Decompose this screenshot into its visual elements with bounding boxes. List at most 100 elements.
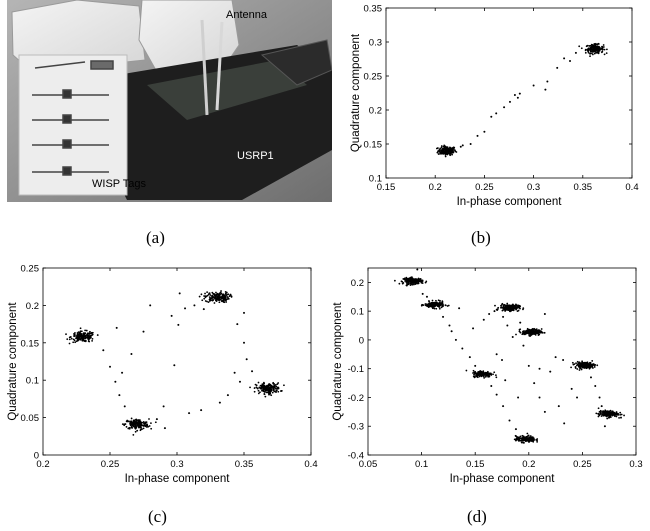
cluster-point xyxy=(75,337,78,339)
cluster-point xyxy=(212,298,214,301)
cluster-point xyxy=(517,438,520,441)
cluster-point xyxy=(494,374,497,377)
cluster-point xyxy=(262,390,265,393)
cluster-point xyxy=(412,282,415,285)
cluster-point xyxy=(440,146,443,149)
cluster-point xyxy=(204,295,207,298)
data-cluster xyxy=(249,381,285,398)
data-cluster xyxy=(465,369,498,379)
cluster-point xyxy=(584,48,587,51)
panel-c: 0.2 0.25 0.3 0.35 0.4 0 0.05 0.1 0.15 0.2 0.25 In-p… xyxy=(0,262,325,494)
cluster-point xyxy=(255,384,258,387)
plot-frame xyxy=(42,267,312,456)
wisp-card xyxy=(18,54,128,196)
data-point xyxy=(522,344,525,347)
cluster-point xyxy=(272,389,275,392)
cluster-point xyxy=(511,303,514,306)
x-axis-label: In-phase component xyxy=(450,473,556,485)
data-point xyxy=(574,51,577,54)
cluster-point xyxy=(508,309,511,311)
cluster-point xyxy=(605,413,608,416)
cluster-point xyxy=(511,305,514,307)
data-point xyxy=(155,418,158,421)
cluster-point xyxy=(263,382,265,385)
cluster-point xyxy=(130,417,133,420)
cluster-point xyxy=(539,331,542,334)
data-point xyxy=(516,96,519,99)
cluster-point xyxy=(589,50,592,53)
cluster-point xyxy=(215,300,218,303)
cluster-point xyxy=(537,329,539,332)
cluster-point xyxy=(575,364,578,367)
y-tick-label: 0 xyxy=(34,451,39,462)
cluster-point xyxy=(589,366,592,369)
cluster-point xyxy=(600,410,602,413)
data-point xyxy=(130,353,133,356)
cluster-point xyxy=(523,438,526,441)
cluster-point xyxy=(129,422,131,425)
cluster-point xyxy=(204,300,207,302)
cluster-point xyxy=(65,333,67,336)
hardware-photo-drawing xyxy=(7,0,332,202)
cluster-point xyxy=(589,52,592,55)
cluster-point xyxy=(253,390,256,393)
cluster-point xyxy=(591,360,594,362)
cluster-point xyxy=(517,306,520,309)
cluster-point xyxy=(509,307,511,310)
cluster-point xyxy=(230,295,233,298)
y-tick-label: 0.35 xyxy=(364,4,383,15)
cluster-point xyxy=(525,440,527,443)
data-cluster xyxy=(494,302,525,313)
data-point xyxy=(459,145,462,148)
cluster-point xyxy=(211,291,214,294)
cluster-point xyxy=(86,335,89,338)
cluster-point xyxy=(229,293,232,296)
cluster-point xyxy=(425,280,428,283)
cluster-point xyxy=(140,428,143,430)
cluster-point xyxy=(276,383,279,386)
cluster-point xyxy=(132,433,135,436)
cluster-point xyxy=(414,280,417,283)
data-point xyxy=(233,371,236,374)
cluster-point xyxy=(72,341,75,344)
cluster-point xyxy=(220,296,223,299)
cluster-point xyxy=(570,366,572,369)
cluster-point xyxy=(215,297,218,300)
data-point xyxy=(226,394,229,397)
plot-frame xyxy=(385,7,633,179)
x-tick-label: 0.2 xyxy=(36,459,49,470)
data-point xyxy=(236,323,239,326)
cluster-point xyxy=(419,279,422,281)
cluster-point xyxy=(571,361,574,364)
data-cluster xyxy=(435,144,458,158)
data-point xyxy=(557,405,560,408)
cluster-point xyxy=(220,290,222,292)
cluster-point xyxy=(515,435,517,438)
cluster-point xyxy=(477,373,480,376)
usrp-circuit-board xyxy=(147,60,307,120)
cluster-point xyxy=(217,298,220,301)
cluster-point xyxy=(269,390,272,393)
cluster-point xyxy=(222,296,225,299)
antenna-panel-left xyxy=(11,0,146,73)
cluster-point xyxy=(526,432,529,435)
cluster-point xyxy=(198,295,201,298)
cluster-point xyxy=(275,391,277,393)
cluster-point xyxy=(441,152,443,155)
cluster-point xyxy=(140,421,143,424)
cluster-point xyxy=(596,364,599,367)
data-point xyxy=(514,428,517,431)
cluster-point xyxy=(615,412,618,415)
cluster-point xyxy=(79,338,82,341)
cluster-point xyxy=(439,147,442,150)
cluster-point xyxy=(274,387,277,390)
cluster-point xyxy=(228,295,231,298)
y-tick-label: -0.1 xyxy=(348,364,364,375)
data-point xyxy=(245,358,248,361)
cluster-point xyxy=(531,436,534,439)
cluster-point xyxy=(601,413,604,416)
y-tick-label: -0.3 xyxy=(348,422,364,433)
cluster-point xyxy=(439,149,442,152)
plot-frame xyxy=(367,267,637,456)
cluster-point xyxy=(519,439,522,442)
